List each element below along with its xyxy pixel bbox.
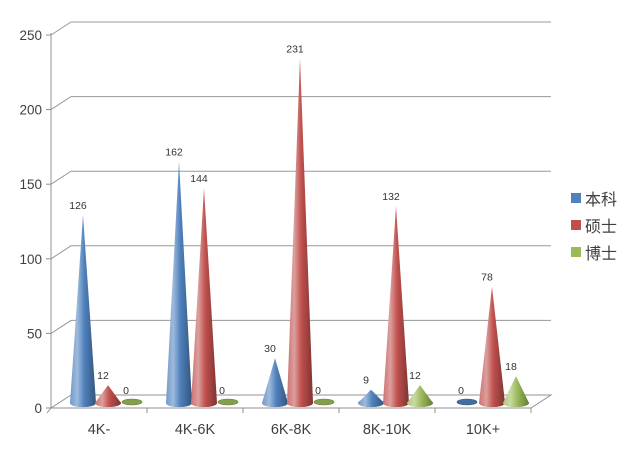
value-label-master-10K+: 78 bbox=[481, 272, 493, 284]
zero-marker-doctor-6K-8K bbox=[313, 398, 335, 406]
y-gridline-200 bbox=[50, 96, 551, 111]
cone-master-4K- bbox=[95, 385, 121, 407]
y-tick-label-200: 200 bbox=[19, 103, 42, 118]
cone-master-10K+ bbox=[479, 286, 505, 407]
value-label-doctor-4K-6K: 0 bbox=[219, 385, 225, 397]
legend-item-master: 硕士 bbox=[571, 211, 617, 238]
cone-bachelor-4K- bbox=[70, 215, 96, 407]
zero-marker-bachelor-10K+ bbox=[456, 398, 478, 406]
value-label-doctor-4K-: 0 bbox=[123, 385, 129, 397]
value-label-doctor-6K-8K: 0 bbox=[315, 385, 321, 397]
cone-bachelor-8K-10K bbox=[358, 389, 384, 407]
legend-swatch-master-icon bbox=[571, 219, 581, 230]
value-label-bachelor-10K+: 0 bbox=[458, 385, 464, 397]
y-gridline-250 bbox=[50, 21, 551, 36]
legend-swatch-bachelor-icon bbox=[571, 192, 581, 203]
x-tick-label-4K-6K: 4K-6K bbox=[175, 422, 216, 438]
y-gridline-150 bbox=[50, 170, 551, 185]
cone-master-6K-8K bbox=[287, 58, 313, 408]
legend-item-doctor: 博士 bbox=[571, 238, 617, 265]
y-tick-label-50: 50 bbox=[27, 326, 42, 341]
value-label-master-8K-10K: 132 bbox=[382, 191, 400, 203]
value-label-bachelor-6K-8K: 30 bbox=[264, 343, 276, 355]
cone-bachelor-6K-8K bbox=[262, 358, 288, 407]
value-label-master-6K-8K: 231 bbox=[286, 43, 304, 55]
y-tick-label-250: 250 bbox=[19, 28, 42, 43]
legend-item-bachelor: 本科 bbox=[571, 184, 617, 211]
cone-doctor-8K-10K bbox=[407, 385, 433, 407]
cone-doctor-10K+ bbox=[503, 376, 529, 407]
value-label-master-4K-6K: 144 bbox=[190, 173, 208, 185]
cone-master-4K-6K bbox=[191, 188, 217, 407]
value-label-bachelor-4K-6K: 162 bbox=[165, 146, 183, 158]
cone-bachelor-4K-6K bbox=[166, 161, 192, 407]
value-label-doctor-8K-10K: 12 bbox=[409, 370, 421, 382]
y-tick-label-0: 0 bbox=[34, 401, 42, 416]
legend: 本科 硕士 博士 bbox=[571, 184, 617, 265]
x-tick-label-4K-: 4K- bbox=[88, 422, 111, 438]
y-tick-label-150: 150 bbox=[19, 177, 42, 192]
value-label-doctor-10K+: 18 bbox=[505, 361, 517, 373]
zero-marker-doctor-4K- bbox=[121, 398, 143, 406]
legend-label-bachelor: 本科 bbox=[585, 191, 618, 209]
zero-marker-doctor-4K-6K bbox=[217, 398, 239, 406]
value-label-master-4K-: 12 bbox=[97, 370, 109, 382]
legend-label-master: 硕士 bbox=[585, 218, 618, 236]
value-label-bachelor-8K-10K: 9 bbox=[363, 375, 369, 387]
legend-label-doctor: 博士 bbox=[585, 245, 618, 263]
x-tick-label-6K-8K: 6K-8K bbox=[271, 422, 312, 438]
y-tick-label-100: 100 bbox=[19, 252, 42, 267]
x-axis-corner-tick bbox=[46, 407, 52, 414]
y-gridline-100 bbox=[50, 245, 551, 260]
legend-swatch-doctor-icon bbox=[571, 246, 581, 257]
cone-master-8K-10K bbox=[383, 206, 409, 407]
value-label-bachelor-4K-: 126 bbox=[69, 200, 87, 212]
x-tick-label-8K-10K: 8K-10K bbox=[363, 422, 412, 438]
x-tick-label-10K+: 10K+ bbox=[466, 422, 500, 438]
